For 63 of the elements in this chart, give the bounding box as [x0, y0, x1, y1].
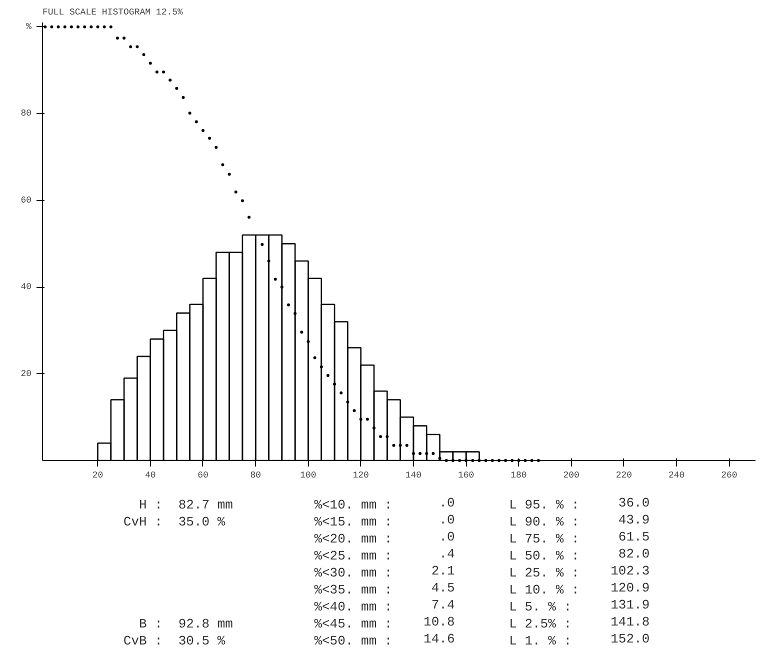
x-tick-label: 180 [510, 470, 527, 480]
text: L 50. % : [509, 548, 580, 564]
text: .0 [439, 496, 455, 510]
text: %<35. mm : [314, 582, 392, 598]
y-tick-label: 20 [20, 368, 32, 379]
text: CvB : [123, 634, 162, 648]
x-tick-label: 20 [92, 470, 104, 480]
text: %<20. mm : [314, 532, 392, 546]
y-tick-label: 80 [20, 108, 32, 119]
text: %<45. mm : [314, 616, 392, 632]
text: 14.6 [424, 632, 455, 646]
text: L 95. % : [509, 498, 580, 512]
text: 2.1 [431, 564, 455, 578]
text: 61.5 [618, 530, 650, 544]
x-tick-label: 160 [458, 470, 474, 480]
text: .0 [439, 512, 455, 528]
text: 141.8 [610, 614, 650, 630]
text: 82.0 [618, 546, 650, 562]
text: L 2.5% : [509, 616, 572, 632]
text: %<25. mm : [314, 548, 392, 564]
text: .0 [439, 530, 455, 544]
text: H : [139, 498, 162, 512]
x-tick-label: 260 [721, 470, 738, 480]
x-tick-label: 80 [250, 470, 262, 480]
x-tick-label: 200 [563, 470, 580, 480]
x-tick-label: 60 [198, 470, 208, 480]
text: 120.9 [610, 580, 650, 596]
x-tick-label: 120 [352, 470, 369, 480]
y-tick-label: 60 [20, 195, 32, 206]
text: 82.7 mm [178, 498, 234, 512]
text: B : [139, 616, 162, 632]
x-tick-label: 100 [300, 470, 316, 480]
text: L 1. % : [509, 634, 572, 648]
text: 7.4 [431, 598, 455, 612]
text: 4.5 [431, 580, 455, 596]
text: %<50. mm : [314, 634, 392, 648]
text: %<30. mm : [314, 566, 392, 580]
chart-title: FULL SCALE HISTOGRAM 12.5% [42, 8, 184, 18]
text: .4 [439, 546, 455, 562]
text: CvH : [123, 514, 162, 530]
y-tick-label: 40 [20, 282, 32, 292]
text: L 5. % : [509, 600, 572, 614]
text: 35.0 % [178, 514, 226, 530]
text: %<15. mm : [314, 514, 392, 530]
text: %<40. mm : [314, 600, 392, 614]
text: L 25. % : [509, 566, 580, 580]
text: 10.8 [424, 614, 455, 630]
x-tick-label: 240 [668, 470, 685, 480]
text: 131.9 [610, 598, 650, 612]
text: L 75. % : [509, 532, 580, 546]
x-tick-label: 40 [144, 470, 156, 480]
y-tick-label: % [26, 22, 32, 32]
text: 36.0 [618, 496, 650, 510]
text: %<10. mm : [314, 498, 392, 512]
text: L 90. % : [509, 514, 580, 530]
text: 102.3 [610, 564, 650, 578]
text: 92.8 mm [178, 616, 234, 632]
x-tick-label: 140 [405, 470, 422, 480]
x-tick-label: 220 [616, 470, 632, 480]
text: L 10. % : [509, 582, 580, 598]
text: 43.9 [618, 512, 650, 528]
text: 30.5 % [178, 634, 226, 648]
text: 152.0 [610, 632, 650, 646]
